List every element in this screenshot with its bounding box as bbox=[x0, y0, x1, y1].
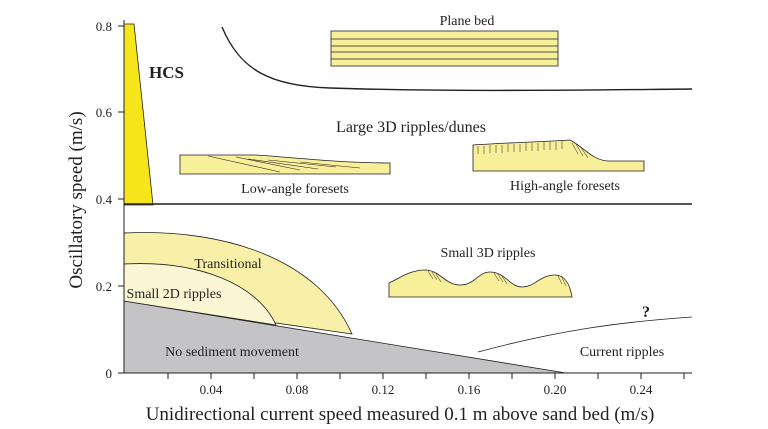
y-tick-label: 0.4 bbox=[96, 192, 113, 207]
plane-bed-boundary-curve bbox=[221, 26, 693, 92]
y-tick-label: 0.8 bbox=[96, 19, 112, 34]
x-axis-title: Unidirectional current speed measured 0.… bbox=[146, 404, 655, 425]
transitional-label: Transitional bbox=[194, 257, 261, 272]
high-angle-foresets-label: High-angle foresets bbox=[510, 179, 620, 194]
plane-bed-sketch bbox=[330, 30, 559, 67]
large-3d-ripples-label: Large 3D ripples/dunes bbox=[336, 119, 486, 136]
small-2d-ripples-label: Small 2D ripples bbox=[127, 287, 222, 302]
x-tick-label: 0.04 bbox=[200, 382, 223, 397]
x-tick-label: 0.24 bbox=[630, 382, 653, 397]
question-mark-label: ? bbox=[642, 304, 650, 321]
y-tick-label: 0.6 bbox=[96, 105, 113, 120]
hcs-label: HCS bbox=[149, 63, 184, 82]
current-ripples-label: Current ripples bbox=[580, 345, 664, 360]
low-angle-foresets-label: Low-angle foresets bbox=[241, 182, 349, 197]
no-sediment-movement-label: No sediment movement bbox=[165, 345, 299, 360]
small-3d-ripples-sketch bbox=[388, 269, 573, 298]
x-tick-label: 0.08 bbox=[286, 382, 309, 397]
x-axis-ticks bbox=[167, 373, 685, 379]
x-tick-label: 0.16 bbox=[458, 382, 481, 397]
current-ripples-boundary-curve bbox=[477, 316, 693, 353]
y-axis-title: Oscillatory speed (m/s) bbox=[66, 111, 87, 288]
small-3d-ripples-label: Small 3D ripples bbox=[441, 246, 536, 261]
x-tick-label: 0.20 bbox=[544, 382, 567, 397]
x-tick-label: 0.12 bbox=[372, 382, 395, 397]
plane-bed-label: Plane bed bbox=[440, 14, 495, 29]
hcs-region bbox=[123, 23, 154, 206]
y-tick-label: 0.2 bbox=[96, 279, 112, 294]
small-2d-ripples-region bbox=[123, 263, 277, 326]
y-axis-ticks bbox=[118, 25, 124, 374]
high-angle-foresets-sketch bbox=[472, 139, 645, 172]
y-tick-label: 0 bbox=[106, 366, 113, 381]
low-angle-foresets-sketch bbox=[179, 154, 391, 175]
